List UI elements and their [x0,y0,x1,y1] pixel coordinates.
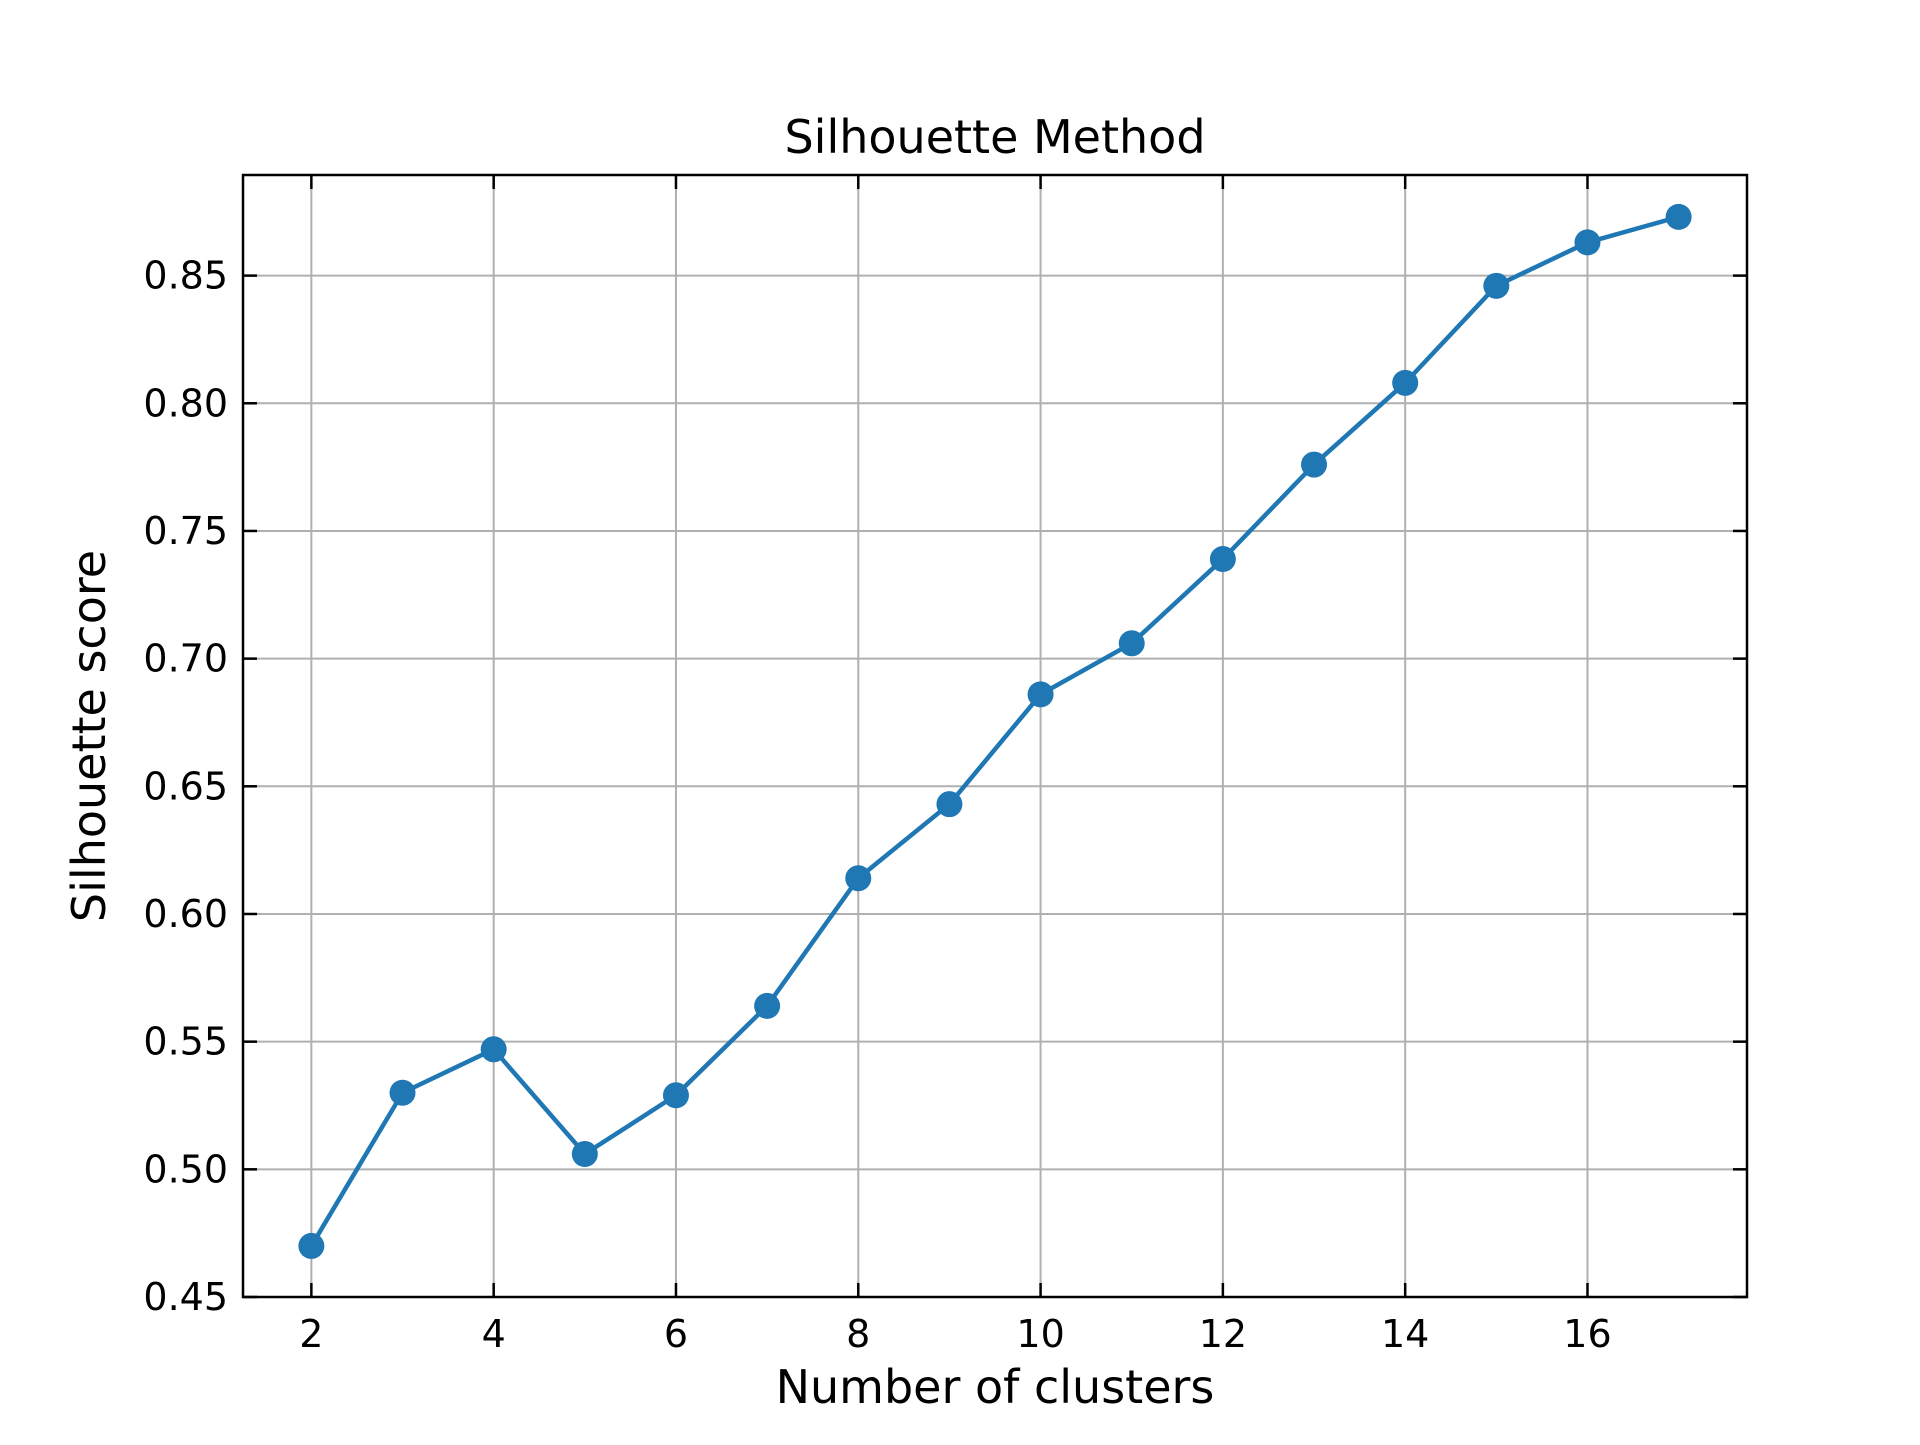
data-point [1665,203,1692,230]
data-point [1209,546,1236,573]
data-point [1392,369,1419,396]
data-point [1301,451,1328,478]
x-tick-label: 6 [664,1312,688,1356]
plot-frame [241,173,1749,1299]
y-tick-label: 0.60 [143,892,228,936]
y-tick-label: 0.80 [143,381,228,425]
y-tick-label: 0.65 [143,764,228,808]
data-point [480,1036,507,1063]
x-tick-label: 4 [482,1312,506,1356]
chart-title: Silhouette Method [784,110,1205,164]
data-point [1027,681,1054,708]
y-tick-label: 0.55 [143,1020,228,1064]
x-axis-label: Number of clusters [776,1360,1215,1414]
data-point [1574,229,1601,256]
x-tick-label: 8 [846,1312,870,1356]
data-point [298,1232,325,1259]
x-tick-label: 12 [1199,1312,1247,1356]
y-tick-label: 0.50 [143,1147,228,1191]
data-point [571,1141,598,1168]
ticks: 2 4 6 8 10 12 14 16 0.45 0.50 0.55 0.60 0.65 0.70 0.75… [143,175,1747,1356]
series-layer [298,203,1692,1259]
grid [243,175,1747,1298]
y-axis-label: Silhouette score [62,550,116,922]
data-point [936,791,963,818]
x-tick-label: 14 [1381,1312,1429,1356]
data-point [754,992,781,1019]
data-point [389,1079,416,1106]
data-point [1118,630,1145,657]
data-point [1483,272,1510,299]
data-point [845,865,872,892]
y-tick-label: 0.45 [143,1275,228,1319]
x-tick-label: 2 [299,1312,323,1356]
y-tick-label: 0.85 [143,254,228,298]
y-tick-label: 0.70 [143,637,228,681]
x-tick-label: 16 [1563,1312,1611,1356]
data-point [662,1082,689,1109]
x-tick-label: 10 [1016,1312,1064,1356]
series-line [309,214,1680,1248]
y-tick-label: 0.75 [143,509,228,553]
